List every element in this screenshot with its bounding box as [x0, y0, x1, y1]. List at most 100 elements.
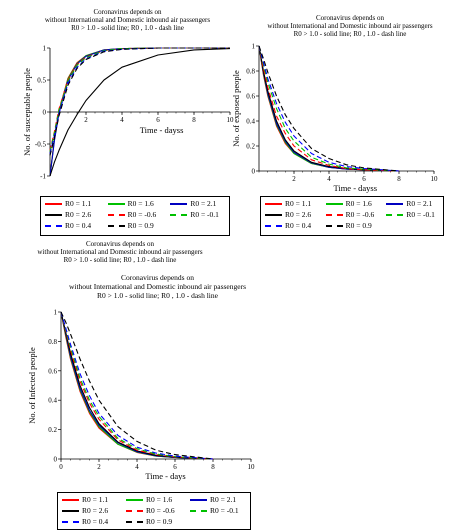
- y-axis-label: No. of Infected people: [27, 347, 37, 424]
- chart-title-line-1: Coronavirus depends on: [315, 14, 385, 22]
- x-tick-label: 8: [211, 463, 215, 471]
- legend-swatch: [62, 520, 79, 523]
- y-axis-label: No. of susceptable people: [22, 68, 32, 156]
- standalone-title-line-1: Coronavirus depends on: [85, 240, 155, 248]
- y-tick-label: 0: [252, 168, 256, 176]
- y-tick-label: 1: [54, 309, 58, 317]
- y-tick-label: 0.6: [48, 367, 57, 375]
- legend-swatch: [265, 224, 282, 227]
- legend-item: R0 = 0.9: [126, 517, 172, 526]
- legend-label: R0 = 1.1: [65, 199, 92, 208]
- legend-swatch: [170, 213, 188, 216]
- legend-item: R0 = 2.1: [386, 199, 432, 208]
- series-line: [60, 311, 214, 460]
- y-tick-label: 0.4: [246, 118, 255, 126]
- series-line: [60, 311, 214, 460]
- legend-label: R0 = -0.1: [406, 210, 435, 219]
- legend-item: R0 = 0.4: [265, 221, 311, 230]
- chart-title-line-1: Coronavirus depends on: [93, 8, 162, 16]
- x-tick-label: 2: [84, 116, 88, 124]
- y-tick-label: 1: [43, 45, 47, 53]
- series-line: [60, 311, 214, 460]
- legend-swatch: [325, 202, 343, 205]
- x-axis-label: Time - days: [145, 471, 185, 481]
- legend-item: R0 = -0.6: [107, 210, 156, 219]
- legend-swatch: [62, 509, 79, 512]
- legend-label: R0 = 0.4: [82, 517, 109, 526]
- y-tick-label: -1: [40, 173, 46, 181]
- chart-exposed: Coronavirus depends on without Internati…: [230, 0, 470, 236]
- legend-label: R0 = 1.1: [82, 495, 109, 504]
- legend-label: R0 = -0.1: [190, 210, 219, 219]
- y-axis-label: No. of exposed people: [231, 70, 241, 147]
- series-line: [49, 47, 230, 156]
- legend-item: R0 = -0.6: [126, 506, 175, 515]
- series-line: [60, 311, 214, 460]
- legend-item: R0 = -0.1: [170, 210, 219, 219]
- x-tick-label: 6: [362, 175, 366, 183]
- y-tick-label: 1: [252, 43, 256, 51]
- chart-title-line-1: Coronavirus depends on: [121, 273, 194, 282]
- legend-swatch: [190, 498, 207, 501]
- chart-title-line-3: R0 > 1.0 - solid line; R0 , 1.0 - dash l…: [97, 291, 218, 300]
- x-tick-label: 8: [192, 116, 196, 124]
- y-tick-label: 0: [43, 109, 47, 117]
- legend-swatch: [62, 498, 79, 501]
- y-tick-label: 0: [54, 456, 58, 464]
- plot-area: -1 -0.5 0 0.5 1 2 4 6 8 10 Time - dayss No. of susc…: [22, 45, 235, 181]
- legend-item: R0 = 2.1: [190, 495, 236, 504]
- series-line: [258, 45, 400, 172]
- legend-swatch: [126, 520, 143, 523]
- legend-label: R0 = 2.1: [190, 199, 217, 208]
- legend-swatch: [107, 224, 125, 227]
- x-tick-label: 6: [173, 463, 177, 471]
- x-tick-label: 0: [59, 463, 63, 471]
- legend-item: R0 = 1.1: [45, 199, 91, 208]
- legend-swatch: [170, 202, 188, 205]
- y-tick-label: 0.4: [48, 397, 57, 405]
- x-tick-label: 10: [227, 116, 235, 124]
- legend-swatch: [265, 202, 282, 205]
- x-tick-label: 4: [135, 463, 139, 471]
- legend: R0 = 1.1 R0 = 1.6 R0 = 2.1 R0 = 2.6 R0 = -0.…: [260, 196, 444, 236]
- legend-swatch: [45, 224, 62, 227]
- series-line: [258, 45, 400, 172]
- x-tick-label: 4: [120, 116, 124, 124]
- legend-item: R0 = 1.6: [126, 495, 172, 504]
- y-tick-label: 0.2: [48, 426, 57, 434]
- legend-swatch: [325, 213, 343, 216]
- legend-item: R0 = -0.1: [386, 210, 435, 219]
- series-line: [258, 45, 400, 172]
- y-tick-label: 0.8: [246, 68, 255, 76]
- legend-swatch: [386, 202, 404, 205]
- series-line: [49, 47, 230, 152]
- legend-item: R0 = 1.6: [325, 199, 372, 208]
- legend-label: R0 = 1.6: [127, 199, 154, 208]
- legend-label: R0 = -0.6: [345, 210, 375, 219]
- x-tick-label: 10: [248, 463, 256, 471]
- standalone-title-line-3: R0 > 1.0 - solid line; R0 , 1.0 - dash l…: [63, 256, 177, 264]
- series-line: [60, 311, 214, 460]
- legend-label: R0 = 0.9: [146, 517, 173, 526]
- legend-label: R0 = -0.1: [210, 506, 239, 515]
- x-tick-label: 4: [327, 175, 331, 183]
- legend-swatch: [45, 202, 62, 205]
- y-tick-label: 0.2: [246, 143, 255, 151]
- legend-item: R0 = 0.9: [325, 221, 372, 230]
- chart-title-line-2: without International and Domestic inbou…: [68, 282, 247, 291]
- legend-swatch: [126, 498, 143, 501]
- x-tick-label: 2: [97, 463, 101, 471]
- series-line: [258, 45, 400, 172]
- legend-item: R0 = 0.4: [62, 517, 108, 526]
- legend-label: R0 = 0.9: [345, 221, 372, 230]
- legend-label: R0 = 0.4: [65, 221, 92, 230]
- legend-label: R0 = 2.6: [285, 210, 312, 219]
- standalone-title-line-2: without International and Domestic inbou…: [37, 248, 203, 256]
- y-tick-label: 0.5: [37, 77, 46, 85]
- legend-label: R0 = 0.9: [127, 221, 154, 230]
- legend-item: R0 = 2.6: [45, 210, 91, 219]
- chart-title-line-2: without International and Domestic inbou…: [267, 22, 433, 30]
- x-tick-label: 6: [156, 116, 160, 124]
- legend-item: R0 = -0.1: [190, 506, 239, 515]
